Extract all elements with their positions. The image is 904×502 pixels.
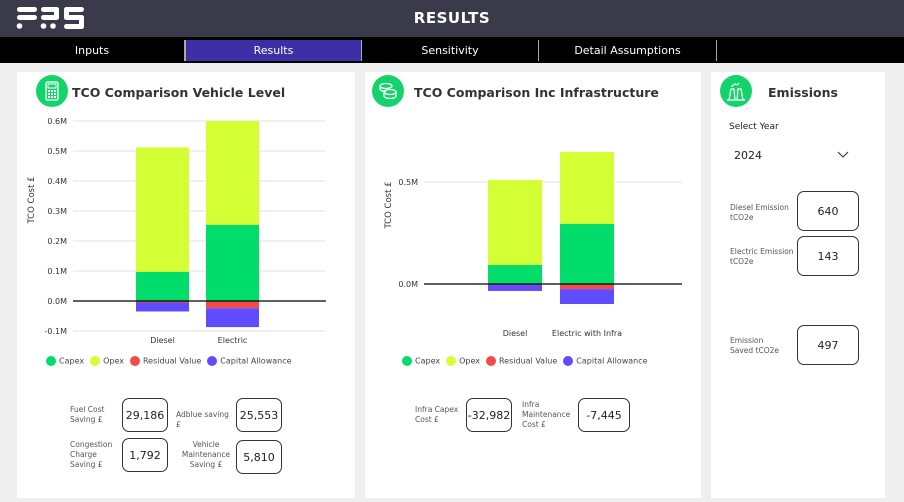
panel-title: Emissions — [768, 85, 838, 100]
y-tick-label: 0.3M — [47, 207, 67, 216]
infra-capex-cost-value: -32,982 — [466, 398, 512, 432]
congestion-charge-saving-value: 1,792 — [122, 438, 168, 472]
chevron-down-icon — [837, 151, 849, 158]
year-select-value: 2024 — [734, 148, 762, 162]
bar-segment-residual-value — [206, 301, 259, 309]
tab-results[interactable]: Results — [185, 40, 362, 61]
tco-infrastructure-chart: 0.5M 0.0M TCO Cost £ Diesel Electric with In… — [384, 152, 682, 338]
nav-bar: Inputs Results Sensitivity Detail Assump… — [0, 37, 904, 63]
legend-capital-allowance[interactable]: Capital Allowance — [563, 356, 648, 366]
fps-logo — [16, 7, 84, 29]
y-tick-label: 0.5M — [398, 178, 418, 187]
legend-residual-value[interactable]: Residual Value — [129, 356, 201, 366]
coins-icon — [372, 75, 404, 107]
electric-emission-label: Electric Emission tCO2e — [730, 247, 794, 266]
y-tick-label: 0.4M — [47, 177, 67, 186]
tab-detail-assumptions[interactable]: Detail Assumptions — [539, 40, 717, 61]
tab-inputs[interactable]: Inputs — [0, 40, 185, 61]
x-tick-label: Electric with Infra — [552, 329, 622, 338]
congestion-charge-saving-label: Congestion Charge Saving £ — [70, 440, 113, 469]
y-tick-label: 0.0M — [47, 297, 67, 306]
vehicle-maintenance-saving-label: Vehicle Maintenance Saving £ — [181, 440, 231, 469]
legend-capital-allowance[interactable]: Capital Allowance — [207, 356, 292, 366]
emission-saved-value: 497 — [797, 325, 859, 365]
calculator-icon — [36, 75, 68, 107]
x-tick-label: Diesel — [150, 336, 175, 345]
infra-capex-cost-label: Infra Capex Cost £ — [415, 405, 459, 424]
y-axis-label: TCO Cost £ — [384, 181, 394, 229]
x-tick-label: Diesel — [503, 329, 528, 338]
infra-maintenance-cost-value: -7,445 — [578, 398, 630, 432]
app-header: RESULTS — [0, 0, 904, 37]
infra-maintenance-cost-label: Infra Maintenance Cost £ — [522, 400, 571, 429]
y-tick-label: 0.0M — [398, 280, 418, 289]
page-title: RESULTS — [413, 9, 491, 27]
chart-legend: Capex Opex Residual Value Capital Allowa… — [402, 356, 648, 366]
panel-emissions — [711, 72, 885, 498]
bar-segment-capex — [488, 265, 542, 284]
y-tick-label: 0.5M — [47, 147, 67, 156]
tab-sensitivity[interactable]: Sensitivity — [362, 40, 539, 61]
bar-segment-opex — [488, 179, 542, 266]
bar-segment-capital-allowance — [560, 289, 614, 304]
vehicle-maintenance-saving-value: 5,810 — [236, 440, 282, 474]
panel-title: TCO Comparison Inc Infrastructure — [414, 85, 659, 100]
electric-emission-value: 143 — [797, 236, 859, 276]
fuel-cost-saving-label: Fuel Cost Saving £ — [70, 405, 105, 424]
y-tick-label: 0.2M — [47, 237, 67, 246]
diesel-emission-value: 640 — [797, 191, 859, 231]
fuel-cost-saving-value: 29,186 — [122, 398, 168, 432]
bar-segment-opex — [560, 152, 614, 225]
year-select[interactable]: 2024 — [733, 142, 853, 168]
select-year-label: Select Year — [729, 122, 779, 132]
bar-segment-capital-allowance — [206, 308, 259, 328]
legend-opex[interactable]: Opex — [90, 356, 124, 366]
emission-saved-label: Emission Saved tCO2e — [730, 336, 780, 355]
bar-segment-opex — [136, 147, 189, 272]
legend-opex[interactable]: Opex — [446, 356, 480, 366]
legend-residual-value[interactable]: Residual Value — [485, 356, 557, 366]
diesel-emission-label: Diesel Emission tCO2e — [730, 203, 789, 222]
panel-title: TCO Comparison Vehicle Level — [72, 85, 286, 100]
bar-segment-residual-value — [136, 301, 189, 303]
bar-segment-capex — [136, 271, 189, 301]
y-tick-label: -0.1M — [44, 327, 67, 336]
x-tick-label: Electric — [218, 336, 248, 345]
adblue-saving-label: Adblue saving £ — [176, 410, 229, 429]
bar-segment-opex — [206, 121, 259, 225]
factory-emissions-icon — [720, 75, 752, 107]
chart-legend: Capex Opex Residual Value Capital Allowa… — [46, 356, 292, 366]
y-tick-label: 0.6M — [47, 117, 67, 126]
bar-segment-capital-allowance — [136, 302, 189, 312]
legend-capex[interactable]: Capex — [402, 356, 440, 366]
bar-segment-capital-allowance — [488, 285, 542, 291]
tco-vehicle-chart: 0.6M 0.5M 0.4M 0.3M 0.2M 0.1M 0.0M -0.1M TCO Cos… — [27, 117, 326, 345]
bar-segment-capex — [206, 224, 259, 301]
adblue-saving-value: 25,553 — [236, 398, 282, 432]
y-tick-label: 0.1M — [47, 267, 67, 276]
bar-segment-residual-value — [560, 284, 614, 290]
legend-capex[interactable]: Capex — [46, 356, 84, 366]
bar-segment-capex — [560, 224, 614, 284]
y-axis-label: TCO Cost £ — [27, 176, 37, 224]
